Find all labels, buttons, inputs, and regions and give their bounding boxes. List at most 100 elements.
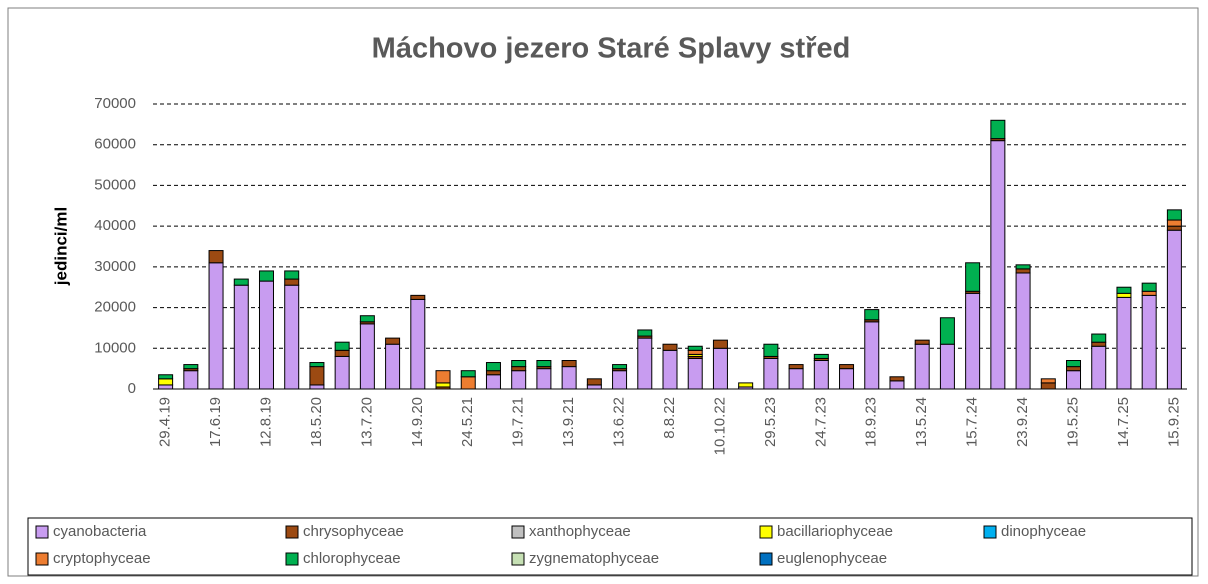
bar-segment — [612, 370, 628, 390]
bar-segment — [637, 337, 653, 390]
bar-segment — [788, 368, 804, 390]
bar-segment — [813, 353, 829, 359]
bar-segment — [1066, 366, 1082, 372]
bar-segment — [1141, 290, 1157, 296]
bar-segment — [309, 362, 325, 368]
bar-segment — [511, 370, 527, 390]
bar-segment — [511, 360, 527, 368]
bar-segment — [359, 323, 375, 390]
bar-segment — [1141, 294, 1157, 390]
bar-segment — [183, 370, 199, 390]
x-tick-label: 15.9.25 — [1165, 397, 1182, 447]
y-tick-label: 70000 — [94, 95, 136, 112]
legend-swatch — [983, 525, 997, 539]
legend-label: cyanobacteria — [53, 523, 147, 540]
legend-swatch — [511, 525, 525, 539]
bar-segment — [485, 370, 501, 376]
bar-segment — [763, 357, 779, 390]
x-tick-label: 13.7.20 — [358, 397, 375, 447]
bar-segment — [334, 355, 350, 390]
bar-segment — [258, 280, 274, 390]
bar-segment — [460, 370, 476, 378]
y-tick-label: 30000 — [94, 258, 136, 275]
bar-segment — [662, 343, 678, 351]
legend-swatch — [35, 552, 49, 566]
bar-segment — [410, 298, 426, 390]
bar-segment — [1166, 219, 1182, 227]
x-tick-label: 17.6.19 — [207, 397, 224, 447]
bar-segment — [914, 343, 930, 390]
bar-segment — [864, 309, 880, 321]
bar-segment — [788, 364, 804, 370]
bar-segment — [586, 384, 602, 390]
bar-segment — [158, 378, 174, 386]
x-tick-label: 12.8.19 — [257, 397, 274, 447]
bar-segment — [359, 315, 375, 323]
bar-segment — [763, 343, 779, 357]
bar-segment — [687, 345, 703, 351]
bar-segment — [637, 329, 653, 337]
bar-segment — [158, 384, 174, 390]
bar-segment — [1166, 209, 1182, 221]
bar-segment — [334, 341, 350, 351]
bar-segment — [687, 357, 703, 390]
legend-swatch — [759, 525, 773, 539]
x-tick-label: 10.10.22 — [711, 397, 728, 455]
bar-segment — [410, 294, 426, 300]
bar-segment — [208, 262, 224, 390]
bar-segment — [511, 366, 527, 372]
bar-segment — [1040, 378, 1056, 384]
legend-swatch — [285, 552, 299, 566]
x-tick-label: 13.5.24 — [913, 397, 930, 447]
bar-segment — [864, 321, 880, 390]
bar-segment — [561, 360, 577, 368]
legend-label: chrysophyceae — [303, 523, 404, 540]
x-tick-label: 13.9.21 — [560, 397, 577, 447]
y-tick-label: 20000 — [94, 299, 136, 316]
bar-segment — [712, 339, 728, 349]
y-tick-label: 10000 — [94, 339, 136, 356]
bar-segment — [435, 382, 451, 388]
x-tick-label: 29.5.23 — [762, 397, 779, 447]
bar-segment — [485, 374, 501, 390]
x-tick-label: 19.5.25 — [1064, 397, 1081, 447]
bar-segment — [687, 349, 703, 355]
bar-segment — [1015, 264, 1031, 270]
bar-segment — [1040, 382, 1056, 390]
x-tick-label: 23.9.24 — [1014, 397, 1031, 447]
legend-label: chlorophyceae — [303, 550, 401, 567]
bar-segment — [889, 376, 905, 382]
bar-segment — [258, 270, 274, 282]
legend-label: euglenophyceae — [777, 550, 887, 567]
bar-segment — [939, 317, 955, 345]
bar-segment — [485, 362, 501, 372]
bar-segment — [1116, 292, 1132, 298]
legend-swatch — [759, 552, 773, 566]
bar-segment — [965, 292, 981, 390]
bar-segment — [233, 284, 249, 390]
y-axis-label: jedinci/ml — [51, 207, 70, 286]
bar-segment — [712, 347, 728, 390]
bar-segment — [1091, 333, 1107, 343]
bar-segment — [1091, 345, 1107, 390]
x-tick-label: 8.8.22 — [661, 397, 678, 439]
bar-segment — [914, 339, 930, 345]
x-tick-label: 14.9.20 — [409, 397, 426, 447]
y-tick-label: 60000 — [94, 136, 136, 153]
x-tick-label: 24.5.21 — [459, 397, 476, 447]
x-tick-label: 14.7.25 — [1115, 397, 1132, 447]
legend-label: zygnematophyceae — [529, 550, 659, 567]
bar-segment — [889, 380, 905, 390]
bar-segment — [435, 370, 451, 384]
bar-segment — [738, 382, 754, 388]
x-tick-label: 18.9.23 — [863, 397, 880, 447]
bar-segment — [536, 368, 552, 390]
x-tick-label: 29.4.19 — [157, 397, 174, 447]
bar-segment — [1141, 282, 1157, 292]
bar-segment — [839, 364, 855, 370]
legend-label: dinophyceae — [1001, 523, 1086, 540]
bar-segment — [309, 366, 325, 386]
x-tick-label: 18.5.20 — [308, 397, 325, 447]
x-tick-label: 24.7.23 — [812, 397, 829, 447]
